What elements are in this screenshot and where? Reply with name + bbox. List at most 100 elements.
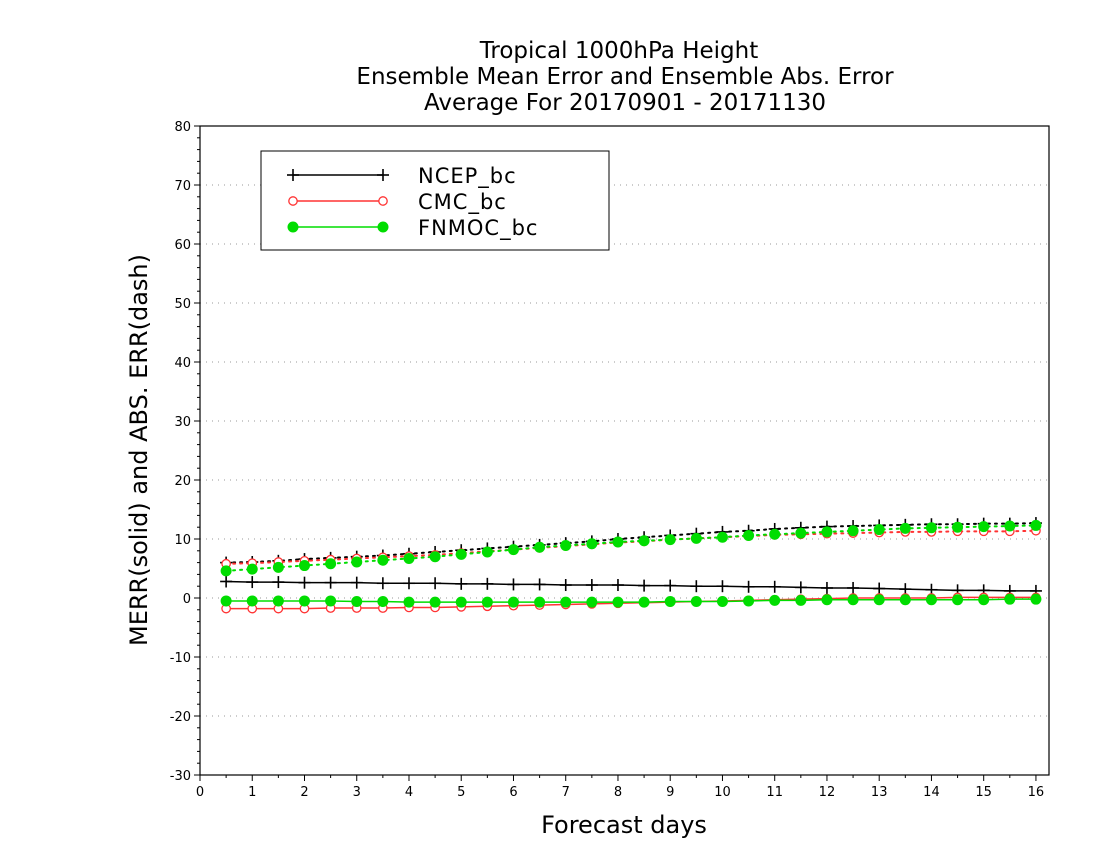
point-mean-error-ncep_bc: [455, 577, 468, 590]
y-tick-label: 40: [174, 356, 191, 371]
point-mean-error-ncep_bc: [690, 580, 703, 593]
point-abs-error-fnmoc_bc: [1004, 520, 1016, 532]
x-tick-label: 13: [871, 785, 888, 800]
x-tick-label: 3: [353, 785, 361, 800]
point-abs-error-fnmoc_bc: [690, 532, 702, 544]
point-abs-error-fnmoc_bc: [821, 526, 833, 538]
point-abs-error-fnmoc_bc: [220, 565, 232, 577]
point-mean-error-ncep_bc: [376, 577, 389, 590]
series-line-abs-error-cmc_bc: [225, 529, 1037, 565]
point-mean-error-ncep_bc: [220, 575, 233, 588]
point-mean-error-ncep_bc: [507, 578, 520, 591]
point-abs-error-fnmoc_bc: [455, 548, 467, 560]
point-mean-error-fnmoc_bc: [978, 594, 990, 606]
y-tick-label: 60: [174, 238, 191, 253]
series-line-abs-error-fnmoc_bc: [225, 524, 1037, 572]
point-mean-error-fnmoc_bc: [481, 596, 493, 608]
point-mean-error-ncep_bc: [820, 581, 833, 594]
point-abs-error-fnmoc_bc: [847, 525, 859, 537]
point-abs-error-fnmoc_bc: [769, 528, 781, 540]
point-abs-error-fnmoc_bc: [298, 560, 310, 572]
x-tick-label: 16: [1028, 785, 1045, 800]
point-mean-error-ncep_bc: [429, 577, 442, 590]
point-mean-error-ncep_bc: [716, 580, 729, 593]
chart-title: Tropical 1000hPa Height Ensemble Mean Er…: [356, 38, 894, 116]
y-tick-label: 0: [183, 592, 191, 607]
x-tick-label: 1: [248, 785, 256, 800]
point-abs-error-fnmoc_bc: [246, 563, 258, 575]
point-mean-error-fnmoc_bc: [638, 596, 650, 608]
point-abs-error-fnmoc_bc: [952, 521, 964, 533]
point-mean-error-ncep_bc: [533, 578, 546, 591]
legend-label-ncep_bc: NCEP_bc: [418, 164, 517, 189]
x-tick-label: 2: [300, 785, 308, 800]
point-mean-error-fnmoc_bc: [507, 596, 519, 608]
x-tick-label: 9: [666, 785, 674, 800]
y-tick-label: 80: [174, 120, 191, 135]
point-abs-error-fnmoc_bc: [377, 554, 389, 566]
legend-marker-left-ncep_bc: [287, 169, 299, 181]
point-abs-error-fnmoc_bc: [638, 535, 650, 547]
legend-item-fnmoc_bc: FNMOC_bc: [287, 216, 538, 241]
series-fnmoc_bc: [220, 519, 1042, 608]
point-abs-error-fnmoc_bc: [612, 536, 624, 548]
point-mean-error-ncep_bc: [847, 581, 860, 594]
point-mean-error-ncep_bc: [794, 581, 807, 594]
point-abs-error-fnmoc_bc: [743, 529, 755, 541]
plot-area: [220, 517, 1042, 614]
point-mean-error-ncep_bc: [481, 577, 494, 590]
point-mean-error-ncep_bc: [246, 576, 259, 589]
grid: [200, 184, 1049, 717]
y-tick-label: 70: [174, 179, 191, 194]
point-abs-error-fnmoc_bc: [560, 539, 572, 551]
point-abs-error-fnmoc_bc: [795, 527, 807, 539]
x-tick-label: 4: [405, 785, 413, 800]
point-mean-error-fnmoc_bc: [403, 596, 415, 608]
y-axis-title: MERR(solid) and ABS. ERR(dash): [125, 254, 153, 646]
point-mean-error-fnmoc_bc: [1030, 593, 1042, 605]
point-mean-error-fnmoc_bc: [272, 595, 284, 607]
x-tick-label: 10: [714, 785, 731, 800]
point-abs-error-fnmoc_bc: [534, 541, 546, 553]
point-mean-error-fnmoc_bc: [534, 596, 546, 608]
point-mean-error-fnmoc_bc: [612, 596, 624, 608]
point-mean-error-fnmoc_bc: [847, 594, 859, 606]
point-mean-error-ncep_bc: [272, 576, 285, 589]
point-abs-error-fnmoc_bc: [978, 521, 990, 533]
y-tick-label: 50: [174, 297, 191, 312]
point-mean-error-ncep_bc: [873, 582, 886, 595]
point-mean-error-ncep_bc: [298, 576, 311, 589]
legend-marker-right-ncep_bc: [377, 169, 389, 181]
plot-frame: [199, 125, 1050, 776]
legend-marker-left-cmc_bc: [288, 196, 298, 206]
point-mean-error-ncep_bc: [611, 579, 624, 592]
x-tick-label: 7: [562, 785, 570, 800]
y-tick-label: -10: [170, 651, 191, 666]
legend-label-cmc_bc: CMC_bc: [418, 190, 507, 215]
legend-label-fnmoc_bc: FNMOC_bc: [418, 216, 538, 241]
point-mean-error-ncep_bc: [742, 580, 755, 593]
y-tick-label: -20: [170, 710, 191, 725]
x-tick-label: 12: [819, 785, 836, 800]
point-mean-error-fnmoc_bc: [429, 596, 441, 608]
point-mean-error-fnmoc_bc: [560, 596, 572, 608]
point-mean-error-ncep_bc: [402, 577, 415, 590]
y-tick-label: -30: [170, 769, 191, 784]
x-tick-label: 6: [509, 785, 517, 800]
series-line-mean-error-ncep_bc: [226, 580, 1036, 592]
x-tick-label: 5: [457, 785, 465, 800]
point-abs-error-fnmoc_bc: [481, 546, 493, 558]
point-abs-error-fnmoc_bc: [325, 558, 337, 570]
legend-marker-left-fnmoc_bc: [287, 221, 299, 233]
point-abs-error-fnmoc_bc: [925, 522, 937, 534]
point-mean-error-ncep_bc: [559, 579, 572, 592]
point-mean-error-fnmoc_bc: [899, 594, 911, 606]
x-tick-label: 15: [975, 785, 992, 800]
point-mean-error-fnmoc_bc: [298, 595, 310, 607]
point-mean-error-ncep_bc: [324, 576, 337, 589]
point-mean-error-fnmoc_bc: [1004, 593, 1016, 605]
point-mean-error-fnmoc_bc: [769, 594, 781, 606]
